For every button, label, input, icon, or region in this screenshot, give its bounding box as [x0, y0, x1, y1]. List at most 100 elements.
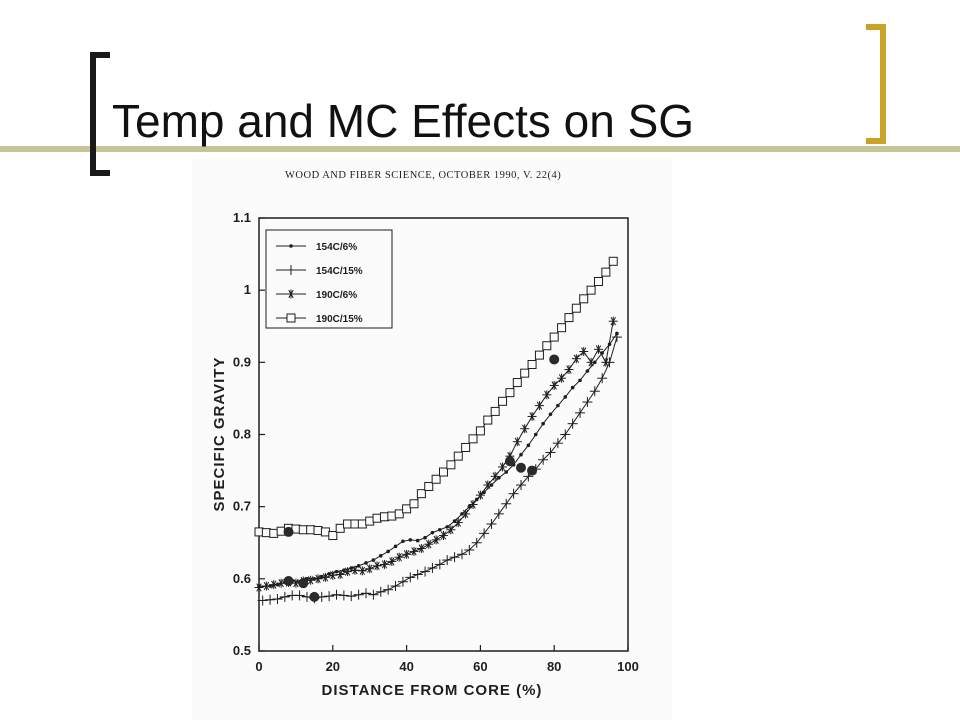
legend-label: 154C/6% — [316, 242, 357, 253]
legend-item: 154C/15% — [276, 265, 363, 277]
series-line — [259, 333, 618, 587]
legend-box — [265, 229, 393, 329]
data-point-dot — [364, 561, 368, 565]
data-point-plus — [479, 528, 490, 539]
data-point-plus — [582, 397, 593, 408]
data-point-dot — [541, 421, 545, 426]
data-point-dot — [327, 571, 331, 576]
data-point-dot — [497, 476, 501, 480]
data-point-plus — [279, 591, 290, 602]
data-point-dot — [452, 519, 457, 523]
data-point-dot — [585, 369, 590, 373]
data-point-star — [571, 354, 581, 364]
y-tick-label: 0.7 — [233, 499, 251, 514]
series-line — [258, 321, 614, 588]
data-point-plus — [611, 332, 622, 343]
data-point-square — [409, 499, 419, 509]
data-point-square — [416, 489, 426, 499]
y-tick-label: 1 — [244, 282, 251, 297]
data-point-plus — [420, 566, 431, 577]
data-point-star — [402, 549, 412, 559]
data-point-square — [608, 256, 618, 266]
data-point-dot — [415, 538, 420, 543]
data-point-dot — [563, 395, 568, 399]
journal-header: WOOD AND FIBER SCIENCE, OCTOBER 1990, V.… — [285, 170, 562, 181]
data-point-star — [557, 373, 567, 383]
data-point-star — [512, 437, 522, 447]
data-point-star — [461, 509, 471, 519]
axis-ticks — [258, 217, 629, 652]
legend-item: 154C/6% — [276, 242, 357, 253]
highlight-point — [549, 354, 560, 365]
data-point-dot — [438, 527, 442, 532]
data-point-star — [343, 567, 353, 577]
highlight-point — [515, 462, 526, 473]
data-point-square — [328, 531, 338, 541]
data-point-plus — [390, 581, 401, 592]
data-point-star — [498, 462, 508, 472]
data-point-star — [468, 500, 478, 510]
data-point-plus — [515, 480, 526, 491]
data-point-star — [542, 390, 552, 400]
series-layer — [254, 256, 622, 606]
highlight-points — [283, 354, 560, 602]
data-point-square — [350, 519, 360, 529]
plot-frame — [258, 217, 629, 652]
data-point-star — [453, 518, 463, 528]
data-point-square — [557, 323, 567, 333]
data-point-square — [269, 528, 279, 538]
data-point-star — [409, 546, 419, 556]
data-point-square — [601, 267, 611, 277]
data-point-plus — [331, 589, 342, 600]
data-point-square — [394, 509, 404, 519]
data-point-plus — [346, 591, 357, 602]
data-point-plus — [412, 569, 423, 580]
data-point-plus — [257, 595, 268, 606]
data-point-star — [520, 424, 530, 434]
data-point-star — [490, 471, 500, 481]
data-point-plus — [567, 418, 578, 429]
data-point-square — [298, 525, 308, 535]
data-point-star — [372, 561, 382, 571]
x-tick-label: 60 — [473, 659, 487, 674]
data-point-star — [579, 347, 589, 357]
data-point-dot — [401, 539, 405, 544]
data-point-plus — [434, 559, 445, 570]
data-point-dot — [342, 568, 346, 572]
data-point-plus — [324, 591, 335, 602]
slide-title: Temp and MC Effects on SG — [112, 95, 695, 147]
data-point-square — [579, 294, 589, 304]
data-point-dot — [519, 452, 523, 457]
data-point-square — [542, 341, 552, 351]
data-point-plus — [471, 537, 482, 548]
data-point-dot — [445, 525, 449, 529]
data-point-dot — [408, 538, 413, 542]
data-point-square — [306, 525, 316, 535]
data-point-dot — [378, 553, 383, 558]
y-tick-labels: 0.5 0.6 0.7 0.8 0.9 1 1.1 — [233, 210, 251, 658]
y-axis-label: SPECIFIC GRAVITY — [211, 357, 228, 512]
data-point-star — [350, 565, 360, 575]
x-tick-label: 20 — [326, 659, 340, 674]
data-point-plus — [538, 454, 549, 465]
data-point-square — [402, 504, 412, 514]
data-point-square — [372, 513, 382, 523]
data-point-plus — [272, 594, 283, 605]
data-point-square — [505, 388, 515, 398]
x-axis-label: DISTANCE FROM CORE (%) — [322, 682, 543, 699]
data-point-square — [431, 474, 441, 484]
highlight-point — [309, 591, 320, 602]
series-line — [258, 261, 614, 537]
series-square — [254, 256, 618, 541]
data-point-plus — [368, 589, 379, 600]
data-point-square — [439, 467, 448, 477]
data-point-star — [439, 531, 448, 541]
data-point-square — [254, 527, 264, 537]
data-point-dot — [289, 244, 293, 248]
data-point-plus — [353, 589, 364, 600]
data-point-star — [586, 357, 596, 367]
x-tick-label: 100 — [617, 659, 639, 674]
data-point-plus — [383, 584, 394, 595]
scanned-figure-background — [192, 158, 672, 720]
data-point-square — [549, 332, 559, 342]
